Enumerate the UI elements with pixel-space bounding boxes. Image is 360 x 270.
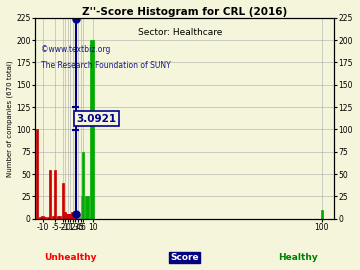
Bar xyxy=(87,196,89,219)
Y-axis label: Number of companies (670 total): Number of companies (670 total) xyxy=(7,60,13,177)
Bar xyxy=(77,214,79,219)
Bar xyxy=(36,129,39,219)
Bar xyxy=(73,214,75,219)
Text: 3.0921: 3.0921 xyxy=(76,114,116,124)
Text: ©www.textbiz.org: ©www.textbiz.org xyxy=(41,45,110,54)
Bar xyxy=(71,212,73,219)
Bar xyxy=(57,216,59,219)
Bar xyxy=(321,210,323,219)
Text: The Research Foundation of SUNY: The Research Foundation of SUNY xyxy=(41,61,171,70)
Bar xyxy=(69,214,71,219)
Bar xyxy=(90,40,92,219)
Bar xyxy=(59,216,61,219)
Bar xyxy=(68,214,70,219)
Bar xyxy=(67,214,69,219)
Bar xyxy=(82,152,84,219)
Bar xyxy=(80,214,82,219)
Text: Score: Score xyxy=(170,253,199,262)
Bar xyxy=(85,196,87,219)
Bar xyxy=(62,183,64,219)
Bar xyxy=(46,217,49,219)
Bar xyxy=(92,40,94,219)
Bar xyxy=(81,196,83,219)
Text: Healthy: Healthy xyxy=(279,253,318,262)
Bar xyxy=(76,214,78,219)
Bar xyxy=(49,170,51,219)
Bar xyxy=(72,214,74,219)
Title: Z''-Score Histogram for CRL (2016): Z''-Score Histogram for CRL (2016) xyxy=(82,7,287,17)
Bar xyxy=(41,216,44,219)
Bar xyxy=(44,217,46,219)
Bar xyxy=(51,216,54,219)
Bar xyxy=(78,214,80,219)
Text: Sector: Healthcare: Sector: Healthcare xyxy=(138,28,222,37)
Bar xyxy=(54,170,56,219)
Bar xyxy=(66,214,68,219)
Bar xyxy=(64,212,66,219)
Text: Unhealthy: Unhealthy xyxy=(45,253,97,262)
Bar xyxy=(39,217,41,219)
